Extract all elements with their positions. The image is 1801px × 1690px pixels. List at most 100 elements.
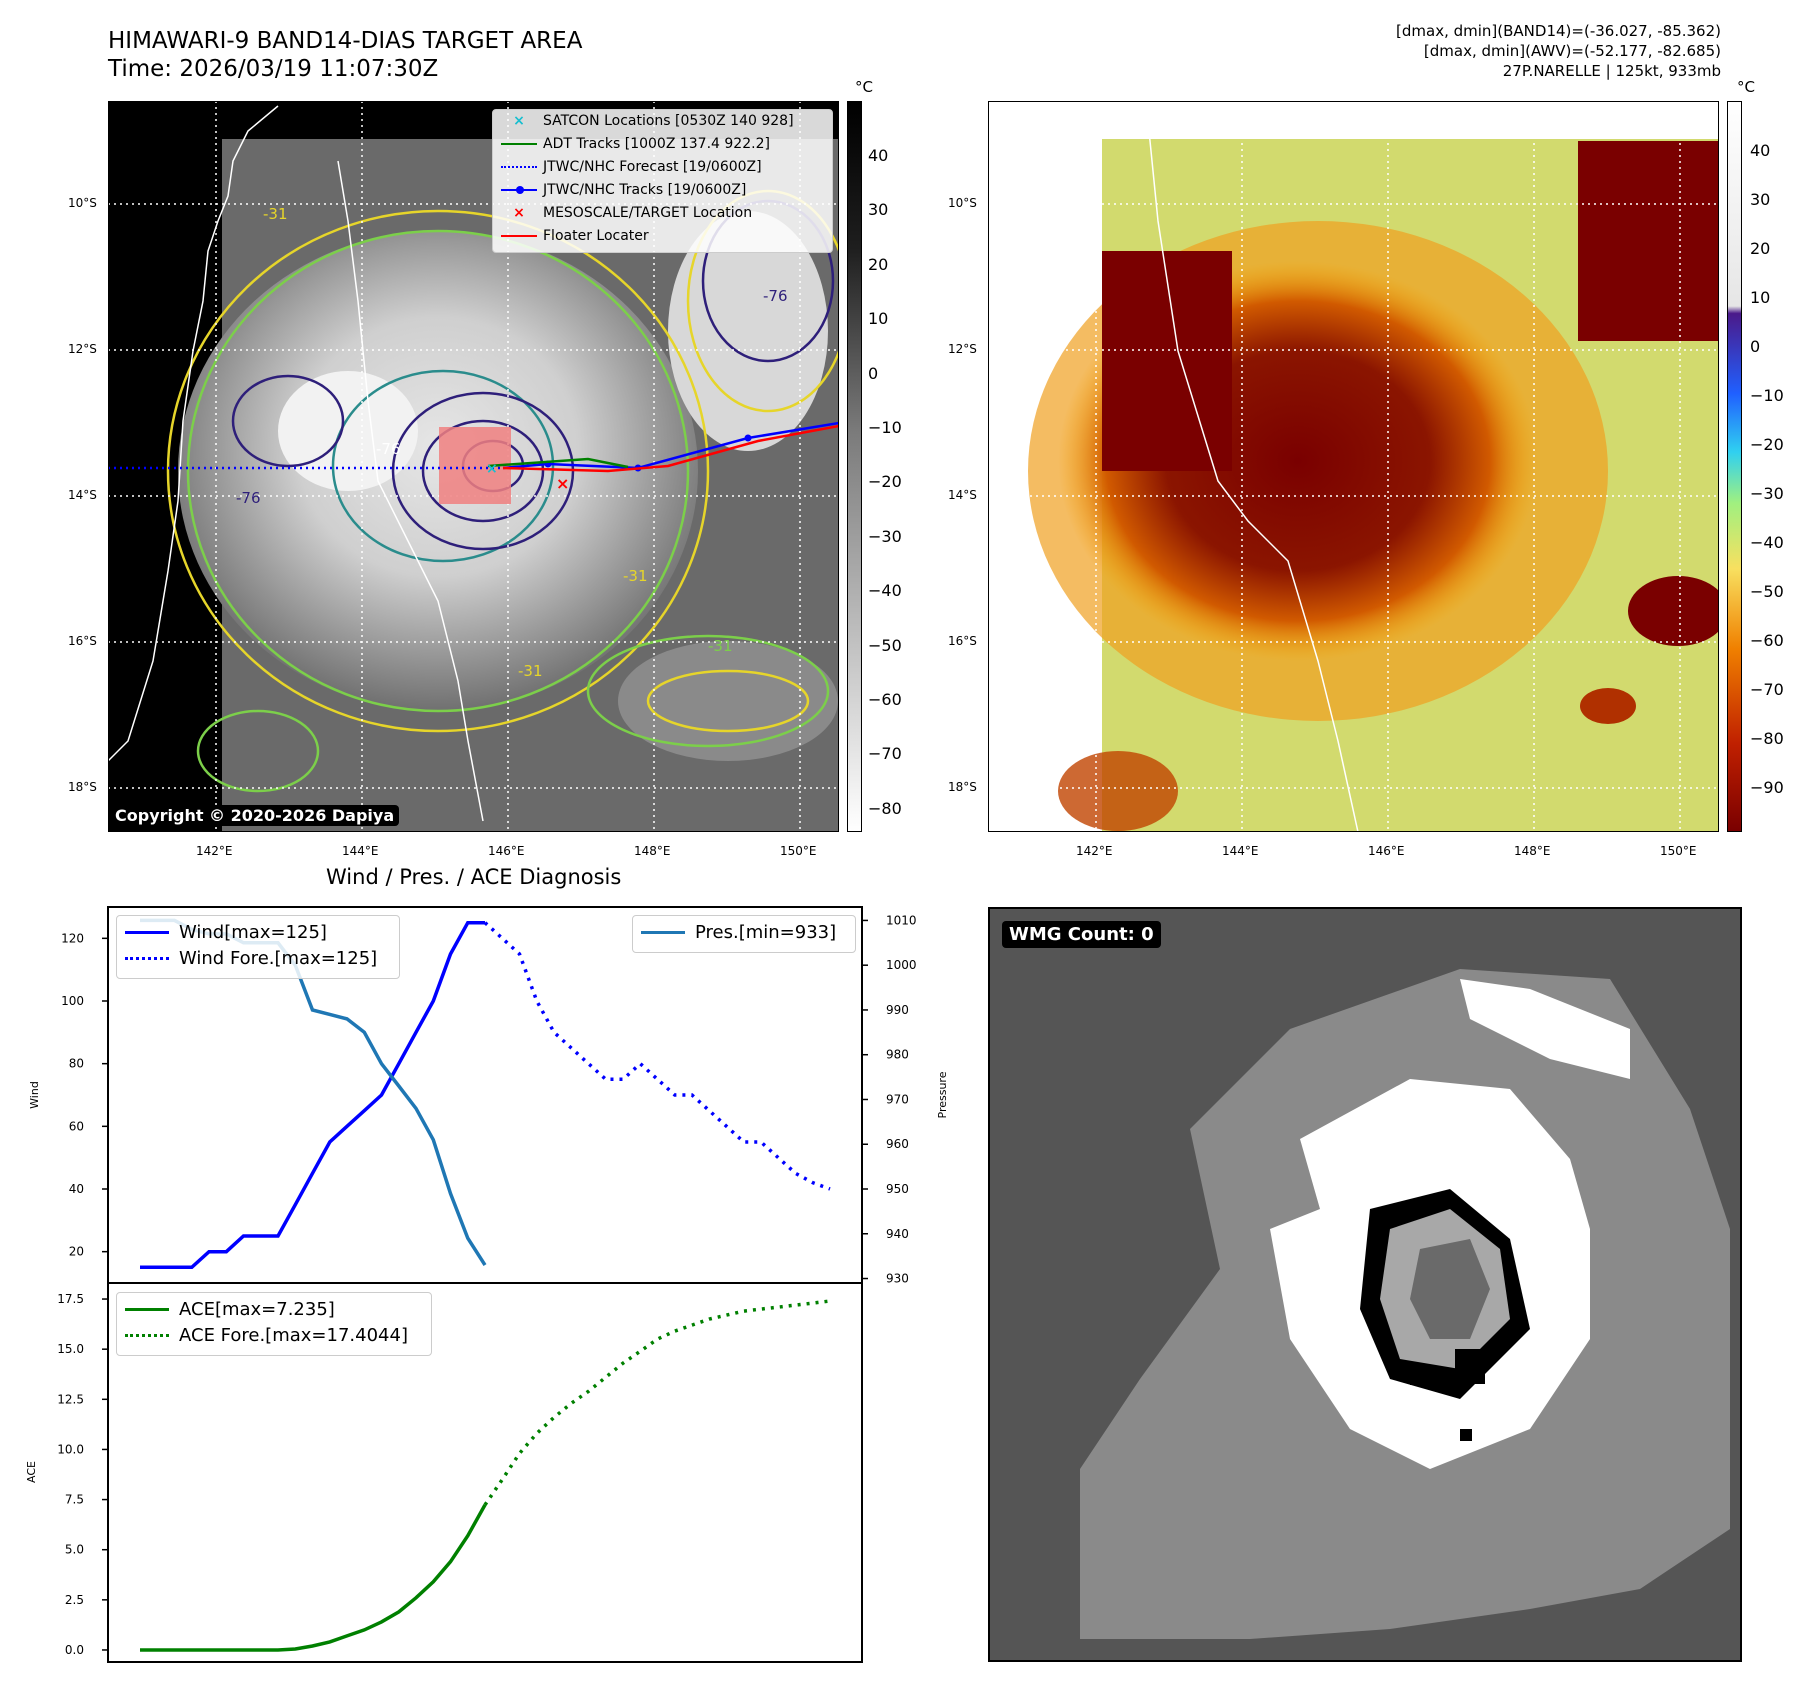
cb1-tick: 20 [868, 255, 889, 274]
cb2-tick: −10 [1750, 386, 1784, 405]
lat-label: 14°S [948, 488, 977, 502]
cb2-tick: 0 [1750, 337, 1761, 356]
contour-label: -76 [236, 489, 261, 507]
legend-item-floater: Floater Locater [501, 228, 649, 244]
pres-tick-label: 990 [886, 1003, 909, 1017]
ace-tick-label: 5.0 [65, 1543, 84, 1557]
lon-label: 148°E [634, 844, 671, 858]
pres-tick-label: 940 [886, 1227, 909, 1241]
lon-label: 144°E [1222, 844, 1259, 858]
ace-axes-frame [107, 1282, 863, 1663]
wind-tick-label: 20 [69, 1245, 84, 1259]
cloud-cluster-east [668, 211, 828, 451]
figure-title-line1: HIMAWARI-9 BAND14-DIAS TARGET AREA [108, 28, 583, 54]
storm-info-line2: [dmax, dmin](AWV)=(-52.177, -82.685) [1423, 42, 1721, 60]
storm-info-line3: 27P.NARELLE | 125kt, 933mb [1502, 62, 1721, 80]
lat-label: 10°S [948, 196, 977, 210]
coastline-west [107, 105, 279, 762]
lon-label: 142°E [1076, 844, 1113, 858]
ace-forecast-dotted-icon [125, 1334, 169, 1337]
lon-label: 150°E [780, 844, 817, 858]
lat-label: 18°S [948, 780, 977, 794]
ace-forecast-series-line [483, 1299, 831, 1506]
awv-gridlines [988, 101, 1719, 832]
awv-dry-west [1102, 251, 1232, 471]
map-legend: × SATCON Locations [0530Z 140 928] ADT T… [492, 109, 833, 253]
cb2-tick: −90 [1750, 778, 1784, 797]
legend-item-pressure: Pres.[min=933] [641, 922, 836, 943]
lon-label: 146°E [1368, 844, 1405, 858]
contour-label: -31 [708, 637, 733, 655]
pres-tick-label: 960 [886, 1137, 909, 1151]
bright-cold-tops [278, 371, 418, 491]
pressure-legend: Pres.[min=933] [632, 915, 856, 953]
wind-tick-label: 80 [69, 1057, 84, 1071]
lon-label: 146°E [488, 844, 525, 858]
colorbar1-unit: °C [855, 78, 873, 96]
cb2-tick: −20 [1750, 435, 1784, 454]
lat-label: 10°S [68, 196, 97, 210]
coastline-cape-york [337, 160, 484, 822]
diagnosis-chart-svg: 120 100 80 60 40 20 1010 1000 990 980 970 960 950 94… [25, 906, 949, 1663]
wind-axis-ticks: 120 100 80 60 40 20 [61, 931, 108, 1259]
contour-label: -31 [518, 662, 543, 680]
wmg-count-badge: WMG Count: 0 [1002, 921, 1161, 948]
lat-label: 16°S [68, 634, 97, 648]
wmg-eye-inner [1410, 1239, 1490, 1339]
wind-tick-label: 100 [61, 994, 84, 1008]
wind-line-icon [125, 931, 169, 934]
floater-line-icon [501, 235, 537, 237]
adt-track [487, 457, 629, 469]
cb1-tick: −50 [868, 636, 902, 655]
satcon-marker-icon: × [513, 113, 525, 129]
awv-dry-northeast [1578, 141, 1719, 341]
target-marker-icon: × [513, 205, 525, 221]
lat-label: 16°S [948, 634, 977, 648]
adt-line-icon [501, 143, 537, 145]
cb1-tick: −10 [868, 418, 902, 437]
contour-label: -31 [623, 567, 648, 585]
storm-info-line1: [dmax, dmin](BAND14)=(-36.027, -85.362) [1396, 22, 1721, 40]
band14-map-panel: × × -31 -76 -76 -31 -31 -31 -76 -31 × SA… [107, 100, 850, 833]
cb2-tick: −40 [1750, 533, 1784, 552]
ace-axis-ticks: 17.5 15.0 12.5 10.0 7.5 5.0 2.5 0.0 [57, 1292, 108, 1657]
jtwc-track-point [744, 434, 752, 442]
satcon-location-marker: × [486, 461, 498, 477]
wind-tick-label: 40 [69, 1182, 84, 1196]
legend-item-satcon: × SATCON Locations [0530Z 140 928] [501, 113, 793, 129]
cb2-tick: 30 [1750, 190, 1771, 209]
cb2-tick: −50 [1750, 582, 1784, 601]
cb2-tick: 40 [1750, 141, 1771, 160]
ace-series-line [140, 1504, 487, 1652]
lat-label: 18°S [68, 780, 97, 794]
contour-label: -76 [763, 287, 788, 305]
wmg-white-band [1460, 979, 1630, 1079]
lon-label: 144°E [342, 844, 379, 858]
lat-label: 14°S [68, 488, 97, 502]
awv-coastline [1147, 120, 1359, 833]
legend-item-adt: ADT Tracks [1000Z 137.4 922.2] [501, 136, 770, 152]
awv-map-svg [987, 100, 1728, 833]
wind-forecast-dotted-icon [125, 957, 169, 960]
ace-tick-label: 2.5 [65, 1593, 84, 1607]
pres-tick-label: 930 [886, 1272, 909, 1286]
cb1-tick: −30 [868, 527, 902, 546]
figure-title-line2: Time: 2026/03/19 11:07:30Z [108, 56, 439, 82]
pres-tick-label: 980 [886, 1048, 909, 1062]
wind-tick-label: 120 [61, 931, 84, 945]
wind-series-line [140, 920, 485, 1270]
awv-blob-southeast [1580, 688, 1636, 724]
legend-item-ace: ACE[max=7.235] [125, 1299, 335, 1320]
cb1-tick: −60 [868, 690, 902, 709]
wind-forecast-series-line [483, 921, 831, 1191]
lat-label: 12°S [948, 342, 977, 356]
lat-label: 12°S [68, 342, 97, 356]
pres-tick-label: 1000 [886, 958, 917, 972]
ace-tick-label: 7.5 [65, 1493, 84, 1507]
cb1-tick: −40 [868, 581, 902, 600]
ace-tick-label: 17.5 [57, 1292, 84, 1306]
cb1-tick: 10 [868, 309, 889, 328]
cb2-tick: −80 [1750, 729, 1784, 748]
forecast-dotted-line-icon [501, 166, 537, 168]
cloud-band-south [618, 641, 838, 761]
